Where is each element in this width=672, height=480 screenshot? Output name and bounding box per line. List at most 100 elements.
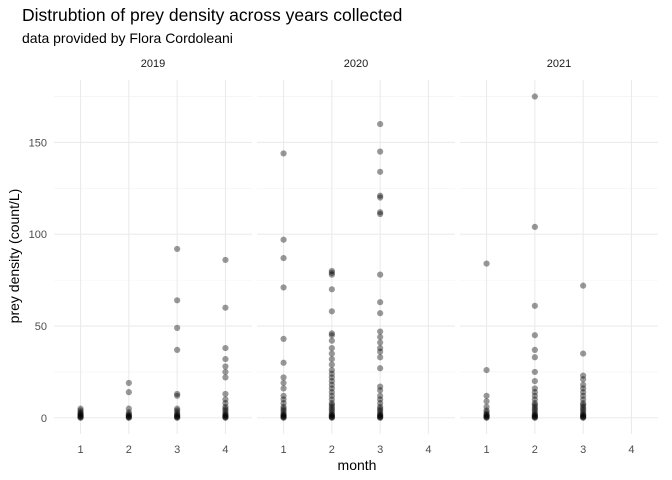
data-point — [377, 392, 384, 399]
data-point — [222, 344, 229, 352]
data-point — [377, 413, 384, 420]
data-point — [580, 401, 587, 409]
data-point — [531, 392, 538, 399]
data-point — [77, 412, 84, 420]
data-point — [280, 150, 287, 157]
data-point — [377, 271, 384, 278]
data-point — [280, 335, 287, 342]
data-point — [77, 410, 84, 417]
x-tick-label: 3 — [377, 444, 383, 456]
data-point — [222, 355, 229, 363]
data-point — [222, 256, 229, 264]
data-point — [222, 411, 229, 419]
data-point — [328, 392, 335, 399]
data-point — [580, 396, 587, 403]
x-tick-label: 1 — [280, 444, 286, 456]
data-point — [580, 400, 587, 407]
data-point — [174, 245, 181, 253]
data-point — [125, 413, 132, 420]
data-point — [222, 400, 229, 407]
data-point — [328, 367, 335, 374]
data-point — [580, 414, 587, 421]
data-point — [580, 385, 587, 392]
data-point — [77, 411, 84, 418]
data-point — [531, 411, 538, 419]
data-point — [328, 267, 335, 275]
data-point — [222, 409, 229, 416]
data-point — [280, 407, 287, 414]
data-point — [328, 308, 335, 315]
data-point — [174, 346, 181, 354]
data-point — [280, 236, 287, 243]
data-point — [125, 409, 132, 416]
data-point — [125, 414, 132, 421]
data-point — [174, 392, 181, 399]
data-point — [174, 413, 181, 420]
data-point — [280, 411, 287, 419]
data-point — [377, 310, 384, 317]
data-point — [328, 286, 335, 293]
data-point — [377, 209, 384, 216]
data-point — [328, 405, 335, 412]
data-point — [531, 354, 538, 361]
data-point — [580, 392, 587, 399]
data-point — [77, 409, 84, 416]
x-tick-label: 2 — [532, 444, 538, 456]
data-point — [280, 379, 287, 387]
data-point — [531, 223, 538, 230]
data-point — [580, 372, 587, 379]
data-point — [125, 411, 132, 418]
data-point — [531, 378, 538, 385]
data-point — [222, 405, 229, 412]
data-point — [580, 405, 587, 412]
data-point — [377, 405, 384, 412]
data-point — [328, 400, 335, 407]
y-tick-label: 0 — [41, 413, 47, 425]
facet-panel-2019: 2019 1 2 3 4 — [54, 58, 252, 456]
data-point — [531, 400, 538, 407]
data-point — [580, 409, 587, 416]
data-point — [280, 385, 287, 392]
data-point — [328, 271, 335, 278]
data-point — [328, 330, 335, 337]
data-point — [377, 210, 384, 218]
data-point — [125, 379, 132, 387]
data-point — [77, 414, 84, 421]
data-point — [328, 374, 335, 381]
data-point — [174, 411, 181, 419]
data-point — [174, 414, 181, 421]
data-point — [483, 414, 490, 421]
data-point — [580, 389, 587, 396]
data-point — [531, 403, 538, 410]
data-point — [280, 414, 287, 421]
data-point — [174, 411, 181, 418]
data-point — [222, 396, 229, 403]
data-point — [328, 385, 335, 392]
data-point — [377, 414, 384, 421]
data-point — [377, 412, 384, 420]
data-point — [377, 400, 384, 407]
data-point — [174, 324, 181, 331]
data-point — [483, 407, 490, 414]
data-point — [580, 411, 587, 419]
data-point — [531, 346, 538, 354]
data-point — [377, 396, 384, 403]
data-point — [222, 412, 229, 420]
data-point — [377, 383, 384, 390]
data-point — [125, 414, 132, 421]
data-point — [328, 332, 335, 339]
data-point — [531, 409, 538, 416]
data-point — [580, 413, 587, 420]
data-point — [77, 411, 84, 419]
data-point — [483, 411, 490, 419]
x-tick-label: 4 — [222, 444, 228, 456]
data-point — [280, 411, 287, 418]
data-point — [328, 350, 335, 357]
data-point — [531, 413, 538, 420]
chart-subtitle: data provided by Flora Cordoleani — [22, 30, 233, 46]
data-point — [580, 381, 587, 388]
data-point — [483, 403, 490, 410]
data-point — [77, 407, 84, 414]
data-point — [580, 407, 587, 414]
